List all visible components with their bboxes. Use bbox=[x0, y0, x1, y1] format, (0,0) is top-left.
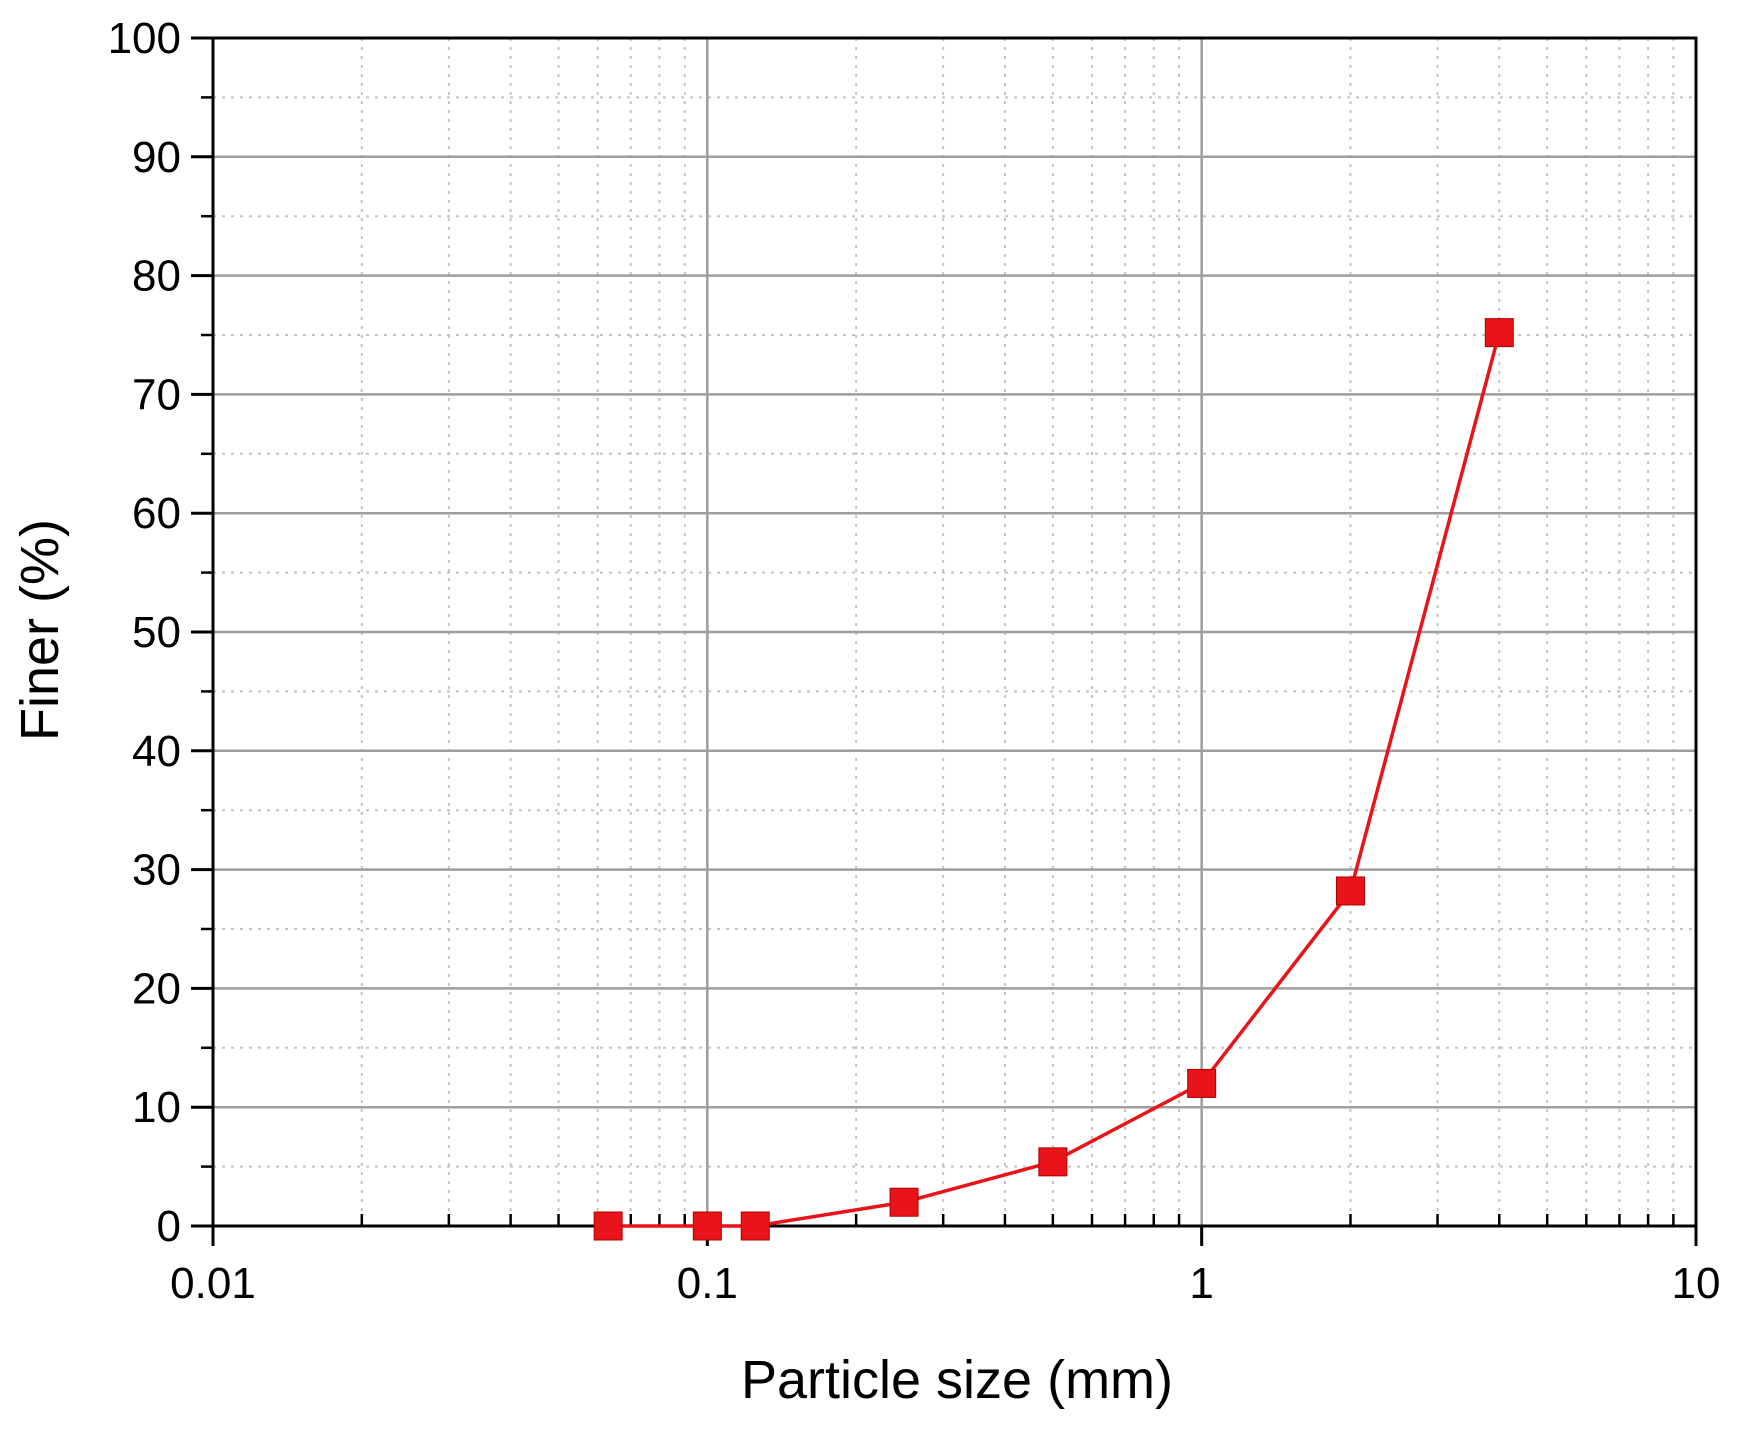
plot-frame bbox=[211, 36, 1698, 1228]
y-tick-label: 10 bbox=[132, 1083, 181, 1132]
series-layer bbox=[593, 318, 1514, 1241]
grid bbox=[213, 38, 1696, 1226]
x-axis-title: Particle size (mm) bbox=[741, 1350, 1173, 1410]
data-point bbox=[593, 1211, 623, 1241]
data-point bbox=[1038, 1147, 1068, 1177]
axes bbox=[191, 36, 1698, 1246]
data-point bbox=[1484, 318, 1514, 348]
y-tick-label: 80 bbox=[132, 252, 181, 301]
x-tick-label: 1 bbox=[1189, 1259, 1213, 1308]
x-tick-label: 0.01 bbox=[170, 1259, 256, 1308]
y-axis-title: Finer (%) bbox=[10, 519, 70, 741]
y-tick-label: 50 bbox=[132, 608, 181, 657]
y-tick-label: 60 bbox=[132, 489, 181, 538]
y-tick-label: 40 bbox=[132, 727, 181, 776]
data-point bbox=[889, 1187, 919, 1217]
y-tick-label: 70 bbox=[132, 370, 181, 419]
y-tick-label: 0 bbox=[157, 1202, 181, 1251]
y-tick-label: 90 bbox=[132, 133, 181, 182]
data-point bbox=[692, 1211, 722, 1241]
data-point bbox=[740, 1211, 770, 1241]
x-tick-label: 0.1 bbox=[677, 1259, 738, 1308]
x-tick-label: 10 bbox=[1672, 1259, 1721, 1308]
y-tick-label: 30 bbox=[132, 846, 181, 895]
data-point bbox=[1187, 1068, 1217, 1098]
y-tick-label: 20 bbox=[132, 964, 181, 1013]
y-tick-label: 100 bbox=[108, 14, 181, 63]
data-point bbox=[1335, 876, 1365, 906]
